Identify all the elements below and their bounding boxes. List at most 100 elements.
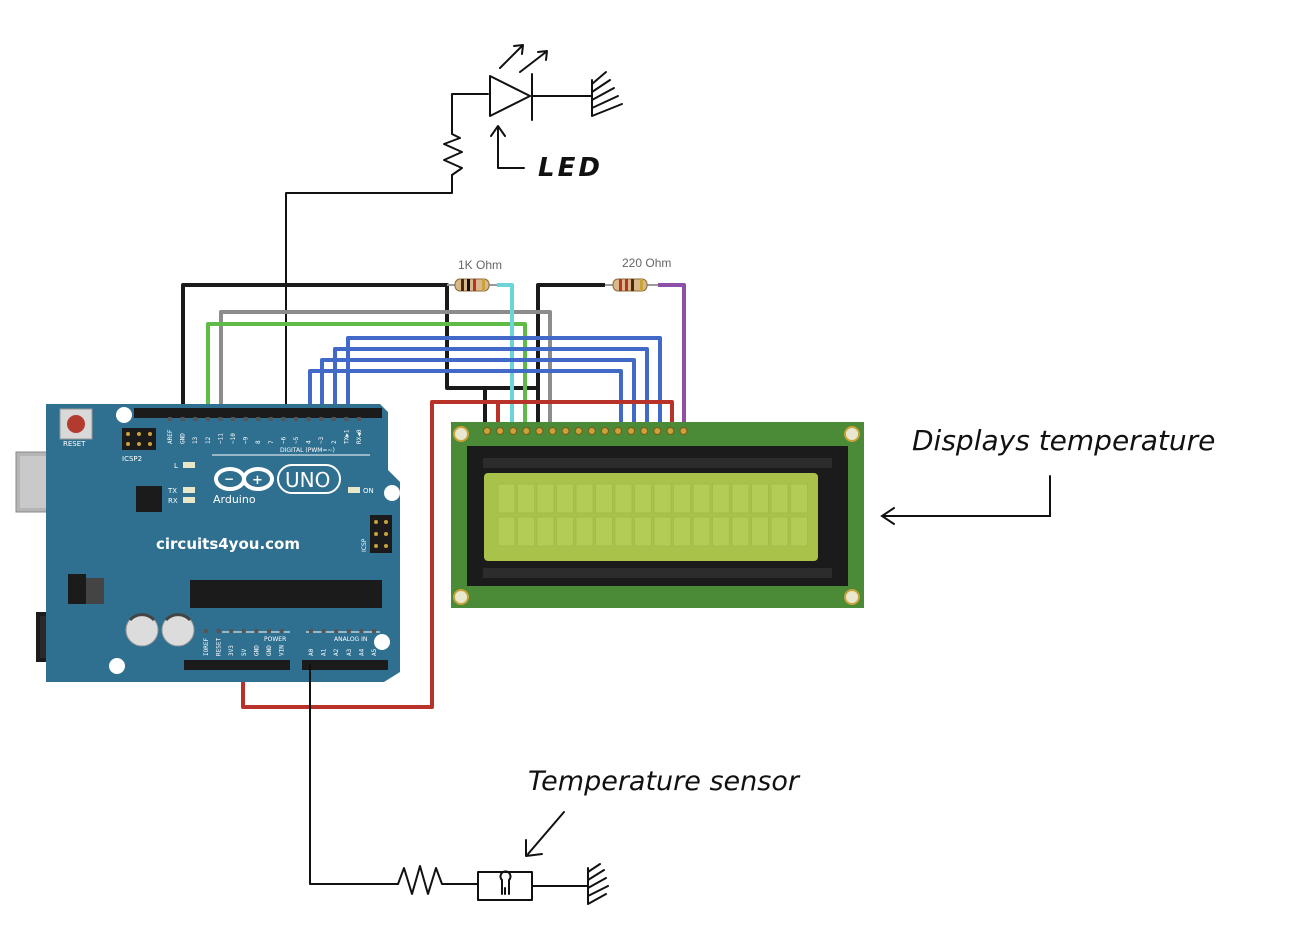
lcd-cell [575,483,594,514]
watermark-label: circuits4you.com [156,535,300,553]
reset-label: RESET [63,440,86,448]
lcd-cell [692,516,711,547]
header-pin [267,629,271,633]
lcd-cell [595,516,613,547]
led-diode-triangle [489,75,531,117]
lcd-cell [536,516,555,547]
model-label: UNO [285,468,330,492]
lcd-pin [640,427,649,435]
header-pin [204,629,208,633]
pin-label: ~3 [318,436,325,444]
pin-label: IOREF [203,638,210,656]
lcd-cell [634,483,652,514]
lcd-module [451,422,864,608]
lcd-pin [535,427,544,435]
lcd-pin [627,427,636,435]
arduino-logo-icon [214,467,274,491]
header-pin [218,417,223,421]
sensor-ground-symbol [587,863,609,905]
pin-label: 2 [331,440,338,444]
lcd-pin [666,427,675,435]
lcd-cell [790,483,808,514]
header-pin [309,629,313,633]
lcd-pin [548,427,557,435]
pin-label: 7 [268,440,275,444]
wire-blue-d5 [308,369,623,425]
header-pin [281,417,286,421]
lcd-cell [731,483,750,514]
lcd-cell [712,516,730,547]
lcd-pin [522,427,531,435]
lcd-cell [770,516,789,547]
pin-label: GND [253,645,260,656]
sensor-resistor-zigzag [397,865,479,895]
header-pin [306,417,311,421]
lcd-pin [574,427,583,435]
lcd-cell [556,483,574,514]
pin-label: A3 [346,648,353,656]
lcd-cell [517,483,535,514]
led-light-arrows [499,44,548,73]
lcd-pin [561,427,570,435]
wire-green-d13 [206,322,527,425]
wire-blue-d4 [320,358,636,425]
wire-cyan-contrast [497,283,514,425]
pin-label: 12 [205,436,212,444]
header-pin [241,629,246,633]
arduino-uno-board: RESET ICSP2 DIGITAL (PWM=~) L TX RX − + … [15,404,400,682]
sensor-schematic [309,664,609,905]
header-pin [334,629,339,633]
lcd-pin [653,427,662,435]
lcd-cell [497,483,516,514]
resistor-220-label: 220 Ohm [622,256,671,270]
led-ground-symbol [591,71,623,117]
sensor-body [477,871,533,901]
pin-label: ~9 [243,436,250,444]
wire-blue-d3 [333,347,649,425]
header-pin [243,417,248,421]
board-pcb [46,404,400,682]
header-pin [279,629,284,633]
analog-header-label: ANALOG IN [334,636,367,643]
pin-label: A0 [308,648,315,656]
header-pin [372,629,376,633]
pin-label: 3V3 [228,645,235,656]
lcd-cell [770,483,789,514]
on-label: ON [363,487,374,495]
lcd-pin [496,427,505,435]
lcd-cell [653,516,672,547]
header-pin [254,629,259,633]
header-pin [331,417,336,421]
svg-text:+: + [252,473,263,488]
lcd-pin [614,427,622,435]
header-pin [256,417,261,421]
lcd-cell [673,516,691,547]
pin-label: RESET [216,638,223,656]
led-tx-label: TX [167,487,177,495]
pin-label: A5 [371,648,378,656]
analog-pin-labels: A0 A1 A2 A3 A4 A5 [308,629,378,656]
wire-blue-d2 [346,336,662,425]
lcd-cell [497,516,516,547]
header-pin [294,417,298,421]
lcd-cell [595,483,613,514]
header-pin [216,629,221,633]
pin-label: 8 [255,440,262,444]
pin-label: ~6 [280,436,287,444]
display-arrow [880,475,1051,525]
breadboard-wires [181,283,686,709]
pin-label: 4 [306,440,313,444]
header-pin [231,417,235,421]
led-label-arrow [490,125,525,169]
icsp-label: ICSP [361,538,368,552]
icsp2-label: ICSP2 [122,455,142,463]
pin-label: AREF [167,429,174,444]
lcd-cell [751,483,769,514]
pin-label: TX▶1 [343,429,350,444]
header-pin [359,629,364,633]
pin-label: RX◀0 [356,429,363,444]
power-header-label: POWER [264,636,286,643]
analog-header [302,660,388,670]
pin-label: A2 [333,648,340,656]
